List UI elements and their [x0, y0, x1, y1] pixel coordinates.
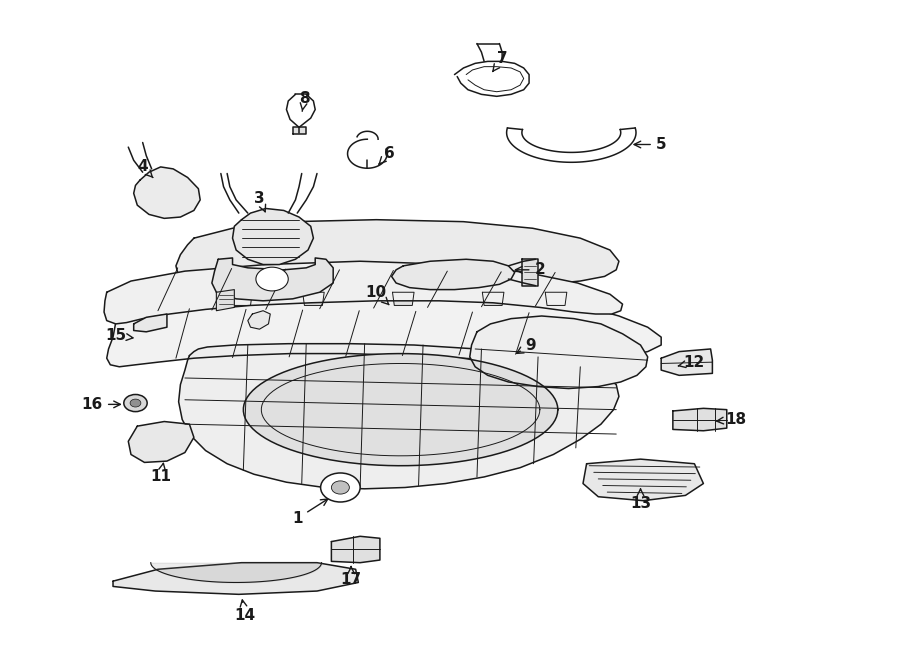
Text: 12: 12	[679, 355, 705, 369]
Text: 11: 11	[150, 463, 171, 485]
Circle shape	[124, 395, 148, 412]
Circle shape	[320, 473, 360, 502]
Polygon shape	[292, 128, 306, 134]
Polygon shape	[392, 259, 515, 290]
Polygon shape	[243, 354, 558, 466]
Polygon shape	[673, 408, 727, 431]
Polygon shape	[216, 290, 234, 311]
Text: 4: 4	[138, 159, 153, 178]
Circle shape	[130, 399, 141, 407]
Text: 7: 7	[492, 52, 508, 71]
Polygon shape	[545, 292, 567, 305]
Polygon shape	[134, 167, 200, 218]
Polygon shape	[583, 459, 704, 500]
Text: 1: 1	[292, 499, 328, 526]
Text: 15: 15	[105, 329, 133, 343]
Polygon shape	[392, 292, 414, 305]
Polygon shape	[107, 283, 662, 367]
Polygon shape	[176, 219, 619, 292]
Polygon shape	[104, 261, 623, 324]
Polygon shape	[232, 208, 313, 264]
Circle shape	[256, 267, 288, 291]
Polygon shape	[248, 311, 270, 329]
Text: 14: 14	[235, 600, 256, 623]
Polygon shape	[331, 536, 380, 563]
Circle shape	[331, 481, 349, 494]
Text: 18: 18	[716, 412, 746, 427]
Polygon shape	[230, 292, 252, 305]
Text: 8: 8	[299, 91, 310, 111]
Polygon shape	[662, 349, 713, 375]
Polygon shape	[522, 259, 538, 286]
Text: 6: 6	[379, 146, 394, 165]
Polygon shape	[113, 563, 358, 594]
Text: 17: 17	[340, 566, 362, 588]
Polygon shape	[134, 314, 166, 332]
Text: 3: 3	[254, 191, 266, 212]
Polygon shape	[470, 316, 648, 389]
Text: 5: 5	[634, 137, 667, 152]
Text: 13: 13	[630, 489, 651, 511]
Polygon shape	[302, 292, 324, 305]
Polygon shape	[178, 344, 619, 488]
Text: 16: 16	[82, 397, 121, 412]
Text: 10: 10	[365, 285, 389, 305]
Polygon shape	[129, 422, 194, 463]
Text: 9: 9	[517, 338, 536, 354]
Polygon shape	[482, 292, 504, 305]
Polygon shape	[212, 258, 333, 301]
Text: 2: 2	[516, 262, 545, 278]
